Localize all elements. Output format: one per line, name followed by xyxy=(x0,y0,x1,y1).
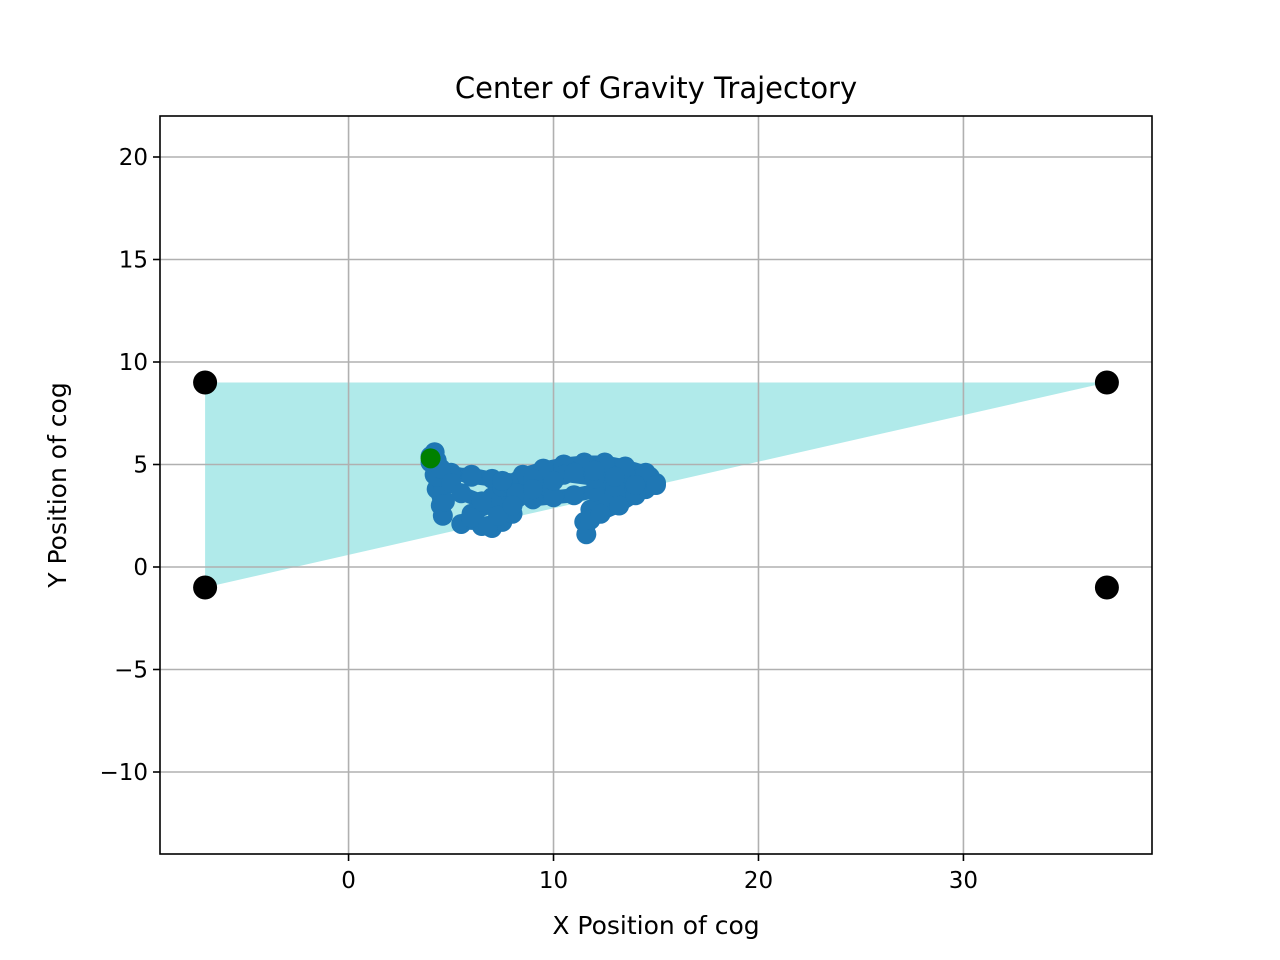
trajectory-point xyxy=(625,475,646,495)
y-axis-label: Y Position of cog xyxy=(43,382,72,588)
tick-layer: 0 10 20 30 −10 −5 0 5 10 15 20 xyxy=(99,145,978,894)
support-corner-point xyxy=(1094,575,1119,600)
x-axis-label: X Position of cog xyxy=(552,911,759,940)
support-corner-point xyxy=(193,370,218,395)
x-tick-label: 20 xyxy=(744,868,773,894)
trajectory-point xyxy=(646,475,666,495)
x-tick-label: 10 xyxy=(539,868,568,894)
x-tick-label: 0 xyxy=(341,868,356,894)
trajectory-point xyxy=(543,487,564,508)
trajectory-point xyxy=(492,470,513,491)
trajectory-point xyxy=(434,491,455,512)
y-tick-label: 15 xyxy=(119,248,148,274)
trajectory-point xyxy=(461,466,482,487)
support-corner-point xyxy=(193,575,218,600)
y-tick-label: −5 xyxy=(114,658,148,684)
y-tick-label: −10 xyxy=(99,760,148,786)
trajectory-point xyxy=(584,460,605,481)
cog-start-point xyxy=(420,448,441,469)
trajectory-point xyxy=(451,483,472,504)
trajectory-point xyxy=(471,491,492,512)
trajectory-point xyxy=(564,485,585,506)
y-tick-label: 0 xyxy=(133,555,148,581)
trajectory-point xyxy=(590,503,611,524)
plot-frame xyxy=(159,115,1153,855)
y-tick-label: 10 xyxy=(119,350,148,376)
trajectory-point xyxy=(605,466,626,487)
trajectory-point xyxy=(543,470,564,491)
trajectory-point xyxy=(502,495,523,516)
marker-layer xyxy=(193,370,1119,600)
trajectory-point xyxy=(461,507,482,528)
y-tick-label: 20 xyxy=(119,145,148,171)
trajectory-point xyxy=(609,495,630,516)
x-tick-label: 30 xyxy=(949,868,978,894)
y-tick-label: 5 xyxy=(133,453,148,479)
grid-layer xyxy=(160,116,1152,854)
trajectory-point xyxy=(488,505,509,526)
chart-title: Center of Gravity Trajectory xyxy=(455,71,857,105)
trajectory-point xyxy=(564,462,585,483)
trajectory-point xyxy=(523,479,544,500)
support-corner-point xyxy=(1094,370,1119,395)
